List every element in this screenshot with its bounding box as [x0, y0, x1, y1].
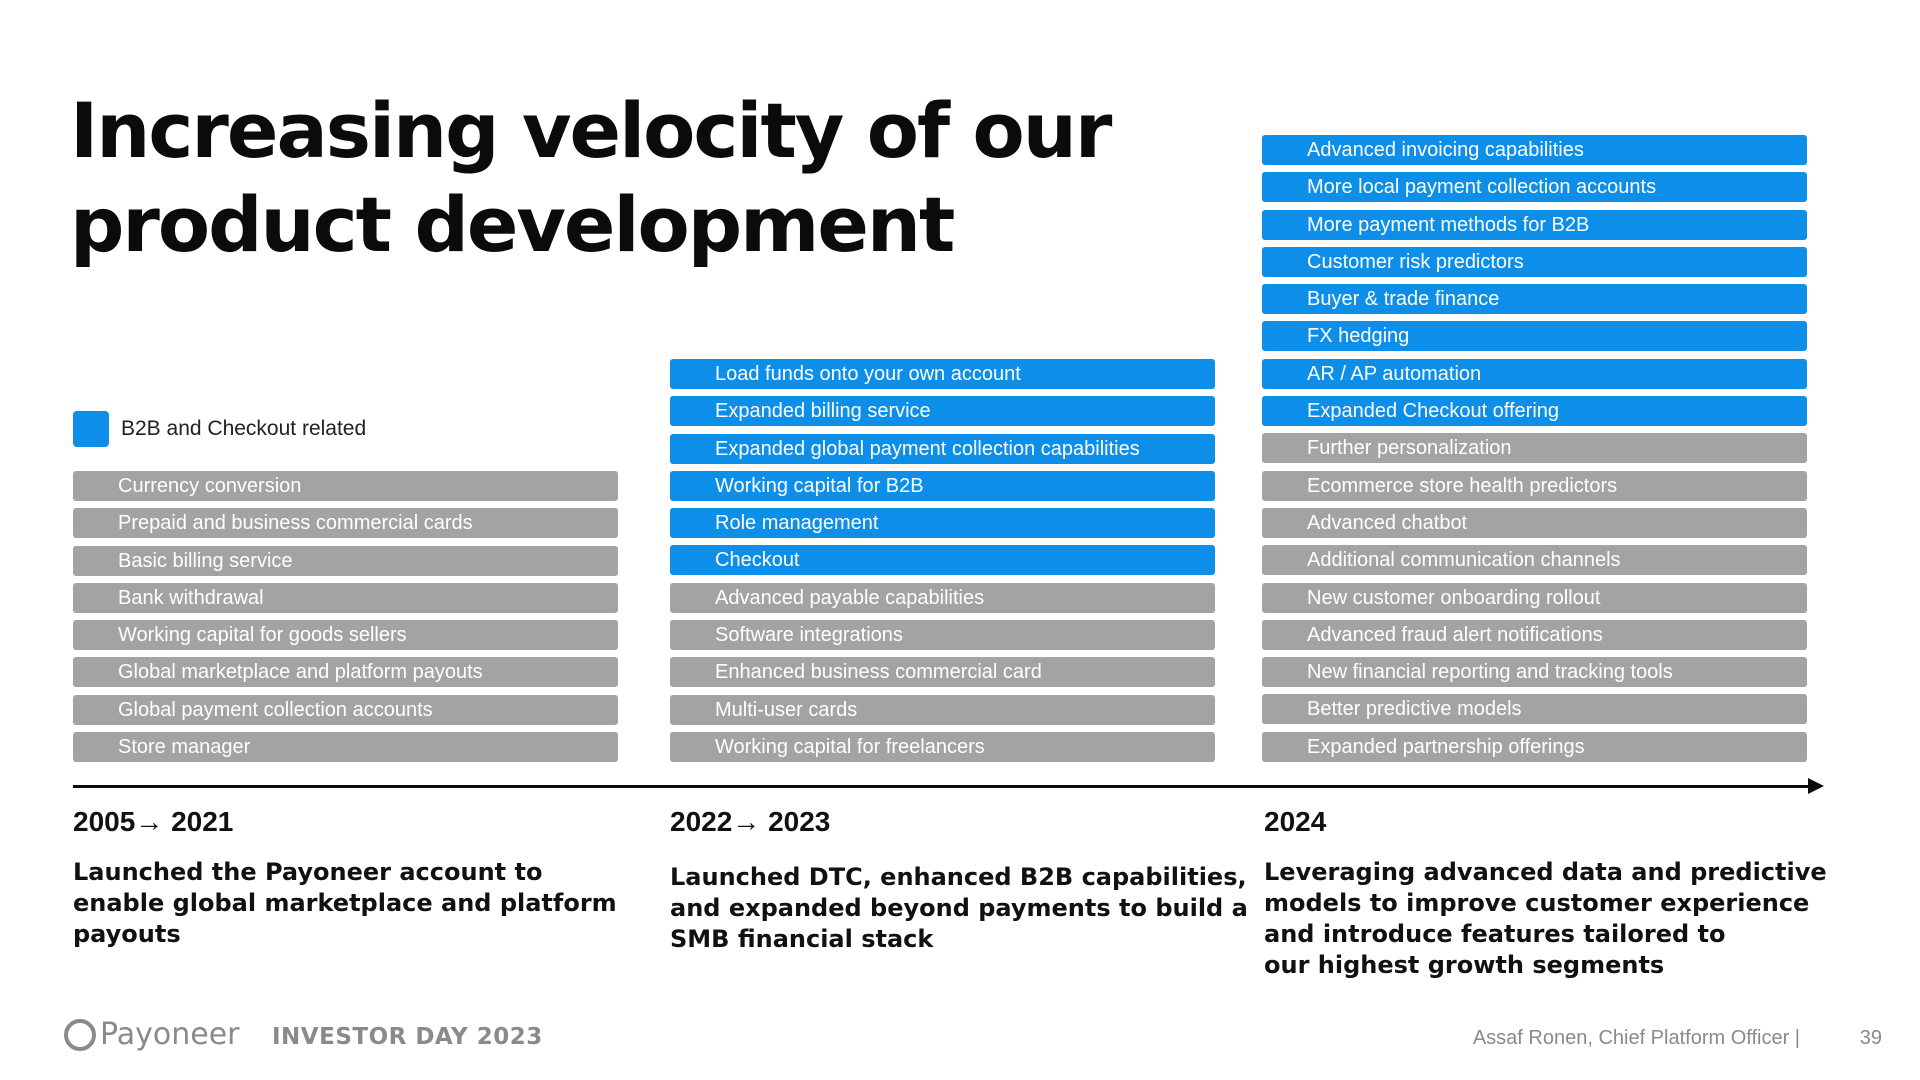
feature-bar: Better predictive models [1262, 694, 1807, 725]
description-line: Leveraging advanced data and predictive [1264, 858, 1827, 886]
description-line: models to improve customer experience [1264, 889, 1810, 917]
description-line: and introduce features tailored to [1264, 920, 1726, 948]
feature-bar: AR / AP automation [1262, 358, 1807, 389]
feature-bar: Prepaid and business commercial cards [73, 508, 618, 539]
feature-bar: Expanded Checkout offering [1262, 396, 1807, 427]
feature-bar: Further personalization [1262, 433, 1807, 464]
feature-bar: Global payment collection accounts [73, 694, 618, 725]
description-line: Launched DTC, enhanced B2B capabilities, [670, 863, 1247, 891]
feature-bar: New customer onboarding rollout [1262, 582, 1807, 613]
logo-wordmark: Payoneer [100, 1017, 240, 1052]
legend-swatch [73, 411, 109, 447]
feature-bar: Expanded billing service [670, 396, 1215, 427]
event-label: INVESTOR DAY 2023 [272, 1024, 543, 1050]
feature-bar: More payment methods for B2B [1262, 209, 1807, 240]
feature-bar: Basic billing service [73, 545, 618, 576]
feature-bar: Advanced chatbot [1262, 507, 1807, 538]
period-label: 2005→ 2021 [73, 806, 234, 837]
feature-bar: Role management [670, 508, 1215, 539]
legend: B2B and Checkout related [73, 411, 366, 447]
feature-bar: Expanded global payment collection capab… [670, 433, 1215, 464]
feature-bar: Expanded partnership offerings [1262, 731, 1807, 762]
description-line: our highest growth segments [1264, 951, 1665, 979]
period-label: 2022→ 2023 [670, 806, 831, 837]
period-label: 2024 [1264, 806, 1327, 837]
description-line: Launched the Payoneer account to [73, 858, 543, 886]
page-number: 39 [1859, 1027, 1882, 1049]
feature-bar: Advanced invoicing capabilities [1262, 135, 1807, 165]
description-line: and expanded beyond payments to build a [670, 894, 1248, 922]
feature-bar: Store manager [73, 732, 618, 763]
period-description: Leveraging advanced data and predictive … [1264, 857, 1827, 981]
feature-bar: Software integrations [670, 620, 1215, 651]
description-line: enable global marketplace and platform [73, 889, 617, 917]
feature-bar: Buyer & trade finance [1262, 284, 1807, 315]
feature-bar: Global marketplace and platform payouts [73, 657, 618, 688]
legend-label: B2B and Checkout related [121, 417, 367, 440]
description-line: SMB financial stack [670, 925, 934, 953]
period-description: Launched DTC, enhanced B2B capabilities,… [670, 862, 1248, 955]
feature-bar: Customer risk predictors [1262, 246, 1807, 277]
feature-bar: Advanced fraud alert notifications [1262, 619, 1807, 650]
timeline-axis [73, 785, 1813, 788]
payoneer-logo: Payoneer [64, 1017, 240, 1052]
feature-bar: Working capital for freelancers [670, 731, 1215, 762]
column-2022-2023: Load funds onto your own account Expande… [670, 359, 1215, 769]
feature-bar: Advanced payable capabilities [670, 582, 1215, 613]
column-2024: Advanced invoicing capabilities More loc… [1262, 135, 1807, 769]
logo-ring-icon [64, 1018, 96, 1051]
feature-bar: Checkout [670, 545, 1215, 576]
title-line-1: Increasing velocity of our [70, 86, 1112, 175]
presenter-credit: Assaf Ronen, Chief Platform Officer | [1472, 1027, 1800, 1049]
page-title: Increasing velocity of our product devel… [70, 84, 1112, 272]
feature-bar: More local payment collection accounts [1262, 172, 1807, 203]
feature-bar: Additional communication channels [1262, 545, 1807, 576]
period-description: Launched the Payoneer account to enable … [73, 857, 617, 950]
feature-bar: Load funds onto your own account [670, 359, 1215, 389]
title-line-2: product development [70, 180, 955, 269]
description-line: payouts [73, 920, 181, 948]
feature-bar: Working capital for B2B [670, 470, 1215, 501]
feature-bar: FX hedging [1262, 321, 1807, 352]
feature-bar: Working capital for goods sellers [73, 620, 618, 651]
feature-bar: Bank withdrawal [73, 582, 618, 613]
feature-bar: New financial reporting and tracking too… [1262, 657, 1807, 688]
feature-bar: Ecommerce store health predictors [1262, 470, 1807, 501]
column-2005-2021: Currency conversion Prepaid and business… [73, 471, 618, 769]
feature-bar: Multi-user cards [670, 694, 1215, 725]
feature-bar: Enhanced business commercial card [670, 657, 1215, 688]
timeline-arrow-icon [1808, 778, 1824, 794]
feature-bar: Currency conversion [73, 471, 618, 501]
